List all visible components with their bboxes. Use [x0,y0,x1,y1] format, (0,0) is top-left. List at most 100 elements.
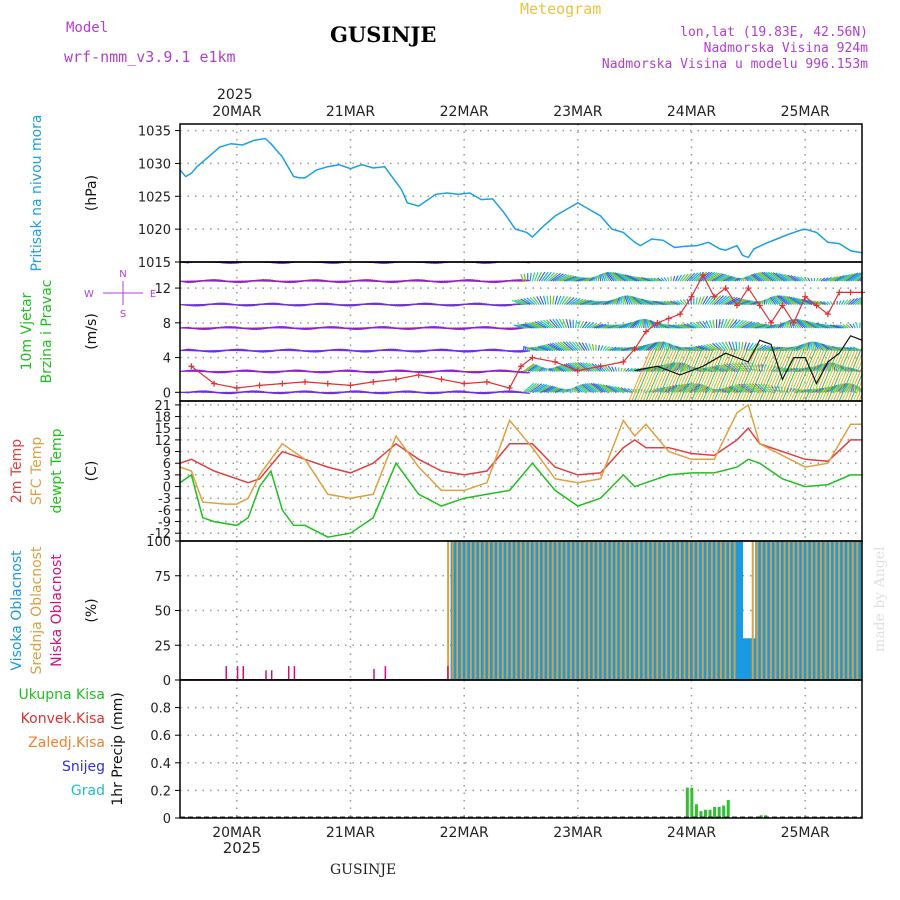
wind-barb [575,341,583,351]
wind-fill-line [844,359,862,401]
low-cloud-bar [384,666,387,680]
wind-barb [740,262,742,263]
wind-barb [670,344,677,351]
wind-fill-line [679,348,703,401]
wind-barb [579,384,590,393]
wind-barb [659,341,665,351]
y-tick-label: 1035 [138,125,171,140]
wind-barb [734,319,744,329]
wind-barb [607,365,613,372]
wind-barb [772,272,786,282]
wind-barb [608,262,610,263]
wind-barb [566,296,575,306]
mid-cloud-bar [515,541,518,680]
wind-barb [594,363,604,372]
wind-fill-line [727,348,751,401]
wind-speed-marker [279,380,286,387]
wind-barb [605,384,617,393]
wind-barb [672,344,679,352]
wind-barb [835,363,840,372]
mid-cloud-bar [547,541,550,680]
wind-barb [522,382,535,393]
wind-barb [745,322,758,329]
wind-barb [622,273,635,282]
wind-barb [855,322,859,329]
wind-barb [848,272,861,282]
wind-barb [681,273,689,282]
station-title: GUSINJE [330,22,437,47]
wind-barb [623,295,627,305]
wind-barb [559,341,572,352]
wind-fill-line [648,348,672,401]
wind-barb [541,262,543,263]
y-tick-label: 1020 [138,223,171,238]
wind-barb [691,262,693,263]
wind-fill-line [676,348,700,401]
wind-barb [598,324,610,329]
mid-cloud-bar [460,541,463,680]
wind-fill-line [821,348,845,401]
wind-barb [837,364,845,372]
wind-barb [767,297,772,305]
wind-speed-marker [415,371,422,378]
wind-barb [861,303,862,305]
wind-speed-marker [256,382,263,389]
wind-barb [761,345,773,352]
wind-barb [583,383,595,393]
wind-barb [695,321,704,329]
wind-barb [680,262,682,263]
wind-fill-line [853,379,862,401]
model-name: wrf-nmm_v3.9.1 e1km [64,48,236,66]
wind-barb [767,271,781,282]
wind-barb [686,272,696,282]
wind-barb [536,366,543,372]
wind-barb [554,342,567,352]
precip-legend-2: Konvek.Kisa [21,711,105,727]
wind-barb [545,386,557,393]
wind-barb [796,318,806,329]
ylabel-temperature-2: SFC Temp [29,437,45,506]
wind-barb [686,262,688,263]
wind-barb [568,297,578,306]
wind-barb [554,295,558,305]
wind-barb [709,272,722,282]
mid-cloud-bar [647,541,650,680]
wind-barb [647,277,656,282]
wind-barb [573,277,585,282]
wind-barb [611,346,620,352]
mid-cloud-bar [783,541,786,680]
wind-barb [759,271,772,282]
mid-cloud-bar [601,541,604,680]
y-tick-label: 0 [163,481,171,496]
wind-barb [827,276,836,282]
wind-barb [560,364,572,372]
temp-line-dewpt-temp [180,458,862,538]
wind-barb [681,363,688,372]
wind-barb [647,319,652,329]
wind-barb [531,321,545,329]
wind-speed-marker [756,302,763,309]
wind-barb [545,343,558,352]
wind-fill-line [830,348,854,401]
wind-barb [563,275,577,282]
wind-barb [688,365,691,372]
wind-barb [604,346,611,352]
wind-speed-marker [779,302,786,309]
wind-barb [686,383,699,393]
mid-cloud-bar [497,541,500,680]
y-tick-label: 8 [163,317,171,332]
wind-barb [721,341,729,351]
wind-barb [592,262,594,263]
wind-barb [579,299,592,306]
wind-barb [675,324,688,329]
wind-barb [563,388,568,393]
wind-barb [581,321,588,329]
wind-barb [781,295,795,306]
wind-barb [861,280,862,282]
wind-barb [823,262,825,263]
wind-barb [534,346,544,352]
mid-cloud-bar [510,541,513,680]
wind-barb [743,300,754,306]
wind-speed-marker [654,319,661,326]
